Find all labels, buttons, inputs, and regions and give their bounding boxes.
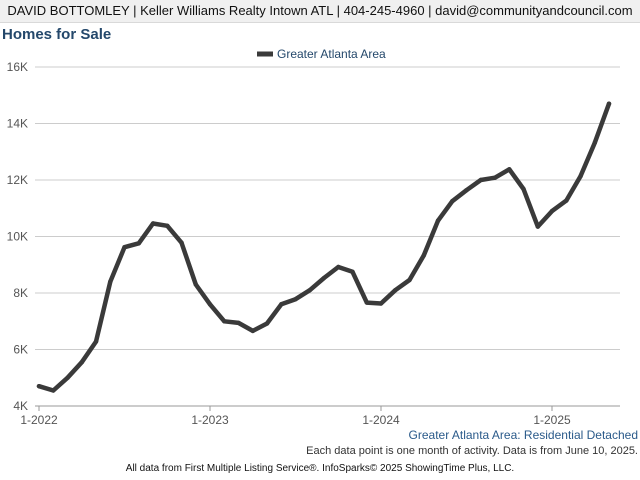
data-point xyxy=(264,321,270,326)
data-point xyxy=(336,264,341,270)
data-point xyxy=(507,167,512,172)
data-point xyxy=(535,224,540,229)
line-chart: 4K 6K 8K 10K 12K 14K 16K 1-2022 1-2023 1-2024 1-20… xyxy=(7,47,620,427)
data-point xyxy=(236,320,241,326)
x-tick-label-1-2025: 1-2025 xyxy=(533,413,571,427)
x-tick-label-1-2023: 1-2023 xyxy=(191,413,229,427)
data-point xyxy=(65,375,70,380)
header-bar: DAVID BOTTOMLEY | Keller Williams Realty… xyxy=(0,0,640,23)
data-point xyxy=(136,241,141,246)
data-point xyxy=(564,198,569,203)
legend-label-greater-atlanta-area[interactable]: Greater Atlanta Area xyxy=(277,47,386,61)
data-point xyxy=(378,301,384,306)
y-tick-label-10k: 10K xyxy=(7,230,28,244)
data-point xyxy=(122,245,127,250)
data-point xyxy=(279,302,284,307)
y-tick-label-12k: 12K xyxy=(7,173,28,187)
data-point xyxy=(165,223,170,228)
data-point xyxy=(478,177,483,183)
data-point xyxy=(421,253,426,258)
data-point xyxy=(435,218,441,223)
data-point xyxy=(207,302,213,307)
copyright-footer: All data from First Multiple Listing Ser… xyxy=(125,463,515,474)
data-point xyxy=(407,277,412,283)
y-tick-label-14k: 14K xyxy=(7,117,28,131)
data-point xyxy=(179,240,184,245)
y-tick-label-8k: 8K xyxy=(13,286,28,300)
data-point xyxy=(250,328,255,334)
data-point xyxy=(464,188,469,193)
data-point xyxy=(79,360,85,365)
data-point xyxy=(51,388,56,393)
agent-contact-header: DAVID BOTTOMLEY | Keller Williams Realty… xyxy=(7,3,633,18)
data-point xyxy=(222,319,227,324)
data-source-label: Greater Atlanta Area: Residential Detach… xyxy=(408,428,638,442)
data-point xyxy=(350,269,355,274)
chart-title: Homes for Sale xyxy=(2,26,112,43)
x-tick-label-1-2024: 1-2024 xyxy=(362,413,400,427)
data-point xyxy=(450,199,455,204)
y-tick-label-4k: 4K xyxy=(13,399,28,413)
x-tick-label-1-2022: 1-2022 xyxy=(20,413,58,427)
data-point xyxy=(108,279,113,284)
data-point xyxy=(364,300,369,305)
data-point xyxy=(150,221,156,226)
data-point xyxy=(592,140,597,145)
data-point xyxy=(549,208,555,214)
data-point xyxy=(93,339,99,344)
tick-labels: 4K 6K 8K 10K 12K 14K 16K 1-2022 1-2023 1-2024 1-20… xyxy=(7,60,571,427)
data-point xyxy=(606,101,612,106)
data-point xyxy=(393,288,398,293)
y-tick-label-16k: 16K xyxy=(7,60,28,74)
data-point xyxy=(521,186,526,192)
data-point xyxy=(293,297,298,302)
series-layer xyxy=(36,101,612,393)
chart-legend[interactable]: Greater Atlanta Area xyxy=(257,47,386,61)
data-footnote: Each data point is one month of activity… xyxy=(306,445,638,457)
data-point xyxy=(321,275,327,281)
data-point xyxy=(193,282,198,287)
gridlines xyxy=(35,66,620,350)
y-tick-label-6k: 6K xyxy=(13,343,28,357)
data-point xyxy=(307,288,312,293)
data-point xyxy=(492,175,498,180)
data-point xyxy=(36,384,42,389)
data-point xyxy=(578,174,583,179)
axes xyxy=(35,405,620,411)
